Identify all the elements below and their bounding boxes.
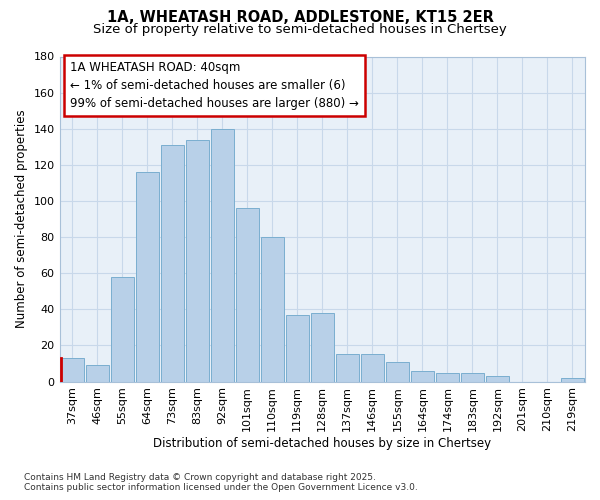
Y-axis label: Number of semi-detached properties: Number of semi-detached properties bbox=[15, 110, 28, 328]
Bar bbox=[486, 376, 509, 382]
Bar bbox=[236, 208, 259, 382]
Bar bbox=[311, 313, 334, 382]
Bar bbox=[110, 277, 134, 382]
Bar bbox=[361, 354, 384, 382]
Bar bbox=[436, 372, 459, 382]
Bar bbox=[185, 140, 209, 382]
Text: Size of property relative to semi-detached houses in Chertsey: Size of property relative to semi-detach… bbox=[93, 22, 507, 36]
Bar bbox=[61, 358, 83, 382]
Bar bbox=[211, 128, 233, 382]
Bar bbox=[461, 372, 484, 382]
Bar bbox=[161, 145, 184, 382]
Bar bbox=[336, 354, 359, 382]
Text: Contains HM Land Registry data © Crown copyright and database right 2025.
Contai: Contains HM Land Registry data © Crown c… bbox=[24, 473, 418, 492]
X-axis label: Distribution of semi-detached houses by size in Chertsey: Distribution of semi-detached houses by … bbox=[153, 437, 491, 450]
Bar bbox=[411, 370, 434, 382]
Bar bbox=[136, 172, 158, 382]
Bar bbox=[286, 315, 309, 382]
Bar bbox=[386, 362, 409, 382]
Bar bbox=[86, 366, 109, 382]
Text: 1A, WHEATASH ROAD, ADDLESTONE, KT15 2ER: 1A, WHEATASH ROAD, ADDLESTONE, KT15 2ER bbox=[107, 10, 493, 25]
Bar bbox=[561, 378, 584, 382]
Bar bbox=[261, 237, 284, 382]
Text: 1A WHEATASH ROAD: 40sqm
← 1% of semi-detached houses are smaller (6)
99% of semi: 1A WHEATASH ROAD: 40sqm ← 1% of semi-det… bbox=[70, 62, 359, 110]
